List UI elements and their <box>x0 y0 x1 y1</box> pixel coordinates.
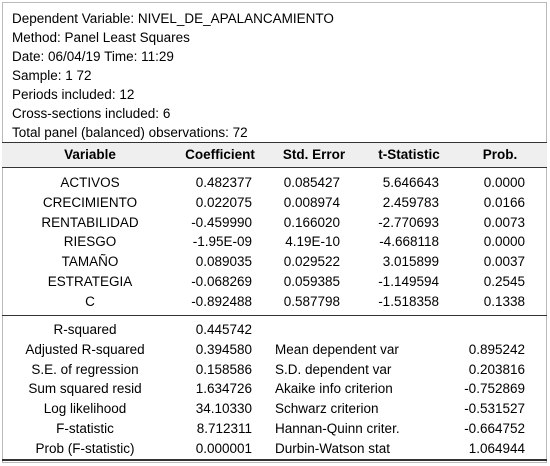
header-bottom-rule <box>2 167 547 168</box>
t-statistic-value: -2.770693 <box>378 214 439 230</box>
prob-value: 0.2545 <box>483 274 525 289</box>
variable-name: TAMAÑO <box>61 254 119 270</box>
stat-label: Log likelihood <box>43 401 127 417</box>
stat-label: Schwarz criterion <box>275 401 379 417</box>
stat-value: 0.000001 <box>195 440 252 456</box>
prob-value: 0.0073 <box>483 214 525 230</box>
coefficient-value: -0.459990 <box>191 214 252 230</box>
std-error-value: 0.059385 <box>283 274 340 289</box>
dependent-variable-line: Dependent Variable: NIVEL_DE_APALANCAMIE… <box>12 11 334 26</box>
stat-value: 0.203816 <box>468 361 525 377</box>
observations-line: Total panel (balanced) observations: 72 <box>12 125 248 140</box>
table-top-rule <box>2 142 547 143</box>
stat-label: F-statistic <box>56 421 114 436</box>
stat-value: 0.445742 <box>195 322 252 337</box>
date-line: Date: 06/04/19 Time: 11:29 <box>12 49 174 64</box>
t-statistic-value: 5.646643 <box>382 175 439 190</box>
stat-label: Adjusted R-squared <box>25 341 145 357</box>
coefficient-value: -0.892488 <box>191 293 252 309</box>
coefficient-value: -0.068269 <box>191 274 252 289</box>
stat-label: Prob (F-statistic) <box>35 440 135 456</box>
col-header-variable: Variable <box>64 147 116 162</box>
t-statistic-value: 3.015899 <box>382 254 439 270</box>
stat-value: 0.158586 <box>195 361 252 377</box>
stat-value: 1.634726 <box>195 381 252 397</box>
table-bottom-rule <box>2 459 547 461</box>
col-header-t-statistic: t-Statistic <box>378 147 440 162</box>
t-statistic-value: 2.459783 <box>382 194 439 210</box>
col-header-coefficient: Coefficient <box>185 147 255 162</box>
sample-line: Sample: 1 72 <box>12 68 92 83</box>
stat-label: Durbin-Watson stat <box>275 440 391 456</box>
std-error-value: 0.085427 <box>283 175 340 190</box>
stat-label: Mean dependent var <box>275 341 399 357</box>
stat-label: Sum squared resid <box>28 381 142 397</box>
col-header-prob: Prob. <box>482 147 518 162</box>
coefficient-value: 0.482377 <box>195 175 252 190</box>
variable-name: C <box>85 293 95 309</box>
variable-name: RIESGO <box>63 234 117 250</box>
variable-name: ESTRATEGIA <box>47 274 133 289</box>
method-line: Method: Panel Least Squares <box>12 30 190 45</box>
stat-label: S.E. of regression <box>31 361 139 377</box>
std-error-value: 0.166020 <box>283 214 340 230</box>
stat-label: R-squared <box>53 322 117 337</box>
table-header-row <box>2 143 547 167</box>
prob-value: 0.0166 <box>483 194 525 210</box>
stat-value: 0.895242 <box>468 341 525 357</box>
std-error-value: 0.029522 <box>283 254 340 270</box>
coefficient-value: 0.022075 <box>195 194 252 210</box>
coefficient-value: -1.95E-09 <box>192 234 252 250</box>
stat-label: Akaike info criterion <box>275 381 393 397</box>
periods-line: Periods included: 12 <box>12 87 135 102</box>
prob-value: 0.0000 <box>483 175 525 190</box>
stat-value: 8.712311 <box>196 421 252 436</box>
header-block: Dependent Variable: NIVEL_DE_APALANCAMIE… <box>12 9 334 142</box>
variable-name: ACTIVOS <box>60 175 120 190</box>
col-header-std-error: Std. Error <box>282 147 346 162</box>
prob-value: 0.1338 <box>483 293 525 309</box>
prob-value: 0.0037 <box>483 254 525 270</box>
coefficient-value: 0.089035 <box>195 254 252 270</box>
prob-value: 0.0000 <box>483 234 525 250</box>
t-statistic-value: -1.518358 <box>378 293 439 309</box>
stat-value: -0.752869 <box>464 381 525 397</box>
stat-value: 1.064944 <box>468 440 525 456</box>
cross-sections-line: Cross-sections included: 6 <box>12 106 171 121</box>
t-statistic-value: -4.668118 <box>379 234 439 250</box>
std-error-value: 4.19E-10 <box>285 234 340 250</box>
stat-label: S.D. dependent var <box>275 361 392 377</box>
variable-name: RENTABILIDAD <box>41 214 139 230</box>
stat-value: 34.10330 <box>195 401 252 417</box>
stat-value: 0.394580 <box>195 341 252 357</box>
stat-label: Hannan-Quinn criter. <box>275 421 400 436</box>
std-error-value: 0.008974 <box>283 194 340 210</box>
t-statistic-value: -1.149594 <box>378 274 439 289</box>
stat-value: -0.531527 <box>464 401 525 417</box>
stat-value: -0.664752 <box>464 421 525 436</box>
std-error-value: 0.587798 <box>283 293 340 309</box>
section-rule <box>2 315 547 316</box>
variable-name: CRECIMIENTO <box>42 194 138 210</box>
